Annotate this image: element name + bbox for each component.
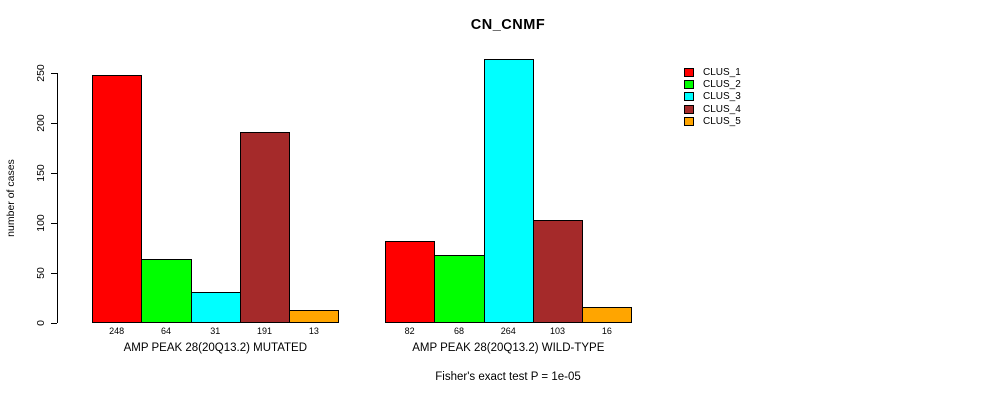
y-tick-mark: [51, 72, 57, 74]
y-tick-mark: [51, 272, 57, 274]
bar-value-label: 103: [550, 326, 566, 336]
y-tick-label: 200: [35, 114, 47, 132]
bar-value-label: 82: [404, 326, 415, 336]
legend-row-clus_1: CLUS_1: [684, 66, 741, 78]
legend-label: CLUS_2: [703, 79, 741, 91]
bar-clus_3: [190, 292, 241, 323]
bar-clus_2: [434, 255, 485, 323]
bar-clus_5: [582, 307, 633, 323]
bar-value-label: 16: [601, 326, 612, 336]
bar-value-label: 248: [109, 326, 125, 336]
bar-value-label: 264: [500, 326, 516, 336]
chart-title: CN_CNMF: [470, 17, 546, 33]
y-tick-label: 150: [35, 164, 47, 182]
bar-clus_2: [141, 259, 192, 323]
y-axis-line: [57, 73, 58, 323]
bar-value-label: 13: [308, 326, 319, 336]
legend-swatch: [684, 67, 694, 77]
legend-swatch: [684, 117, 694, 127]
legend-label: CLUS_3: [703, 91, 741, 103]
y-tick-mark: [51, 122, 57, 124]
bar-clus_4: [532, 220, 584, 323]
group-label: AMP PEAK 28(20Q13.2) MUTATED: [123, 342, 308, 354]
legend-label: CLUS_4: [703, 103, 741, 115]
bar-value-label: 191: [257, 326, 273, 336]
y-tick-mark: [51, 322, 57, 324]
legend-swatch: [684, 80, 694, 90]
legend-swatch: [684, 92, 694, 102]
bar-clus_1: [92, 75, 143, 323]
legend-label: CLUS_1: [703, 66, 741, 78]
bar-value-label: 68: [453, 326, 464, 336]
bar-clus_4: [239, 132, 291, 323]
bar-clus_1: [385, 241, 436, 323]
y-tick-mark: [51, 222, 57, 224]
legend-row-clus_2: CLUS_2: [684, 78, 741, 90]
bar-clus_3: [483, 59, 534, 323]
bar-value-label: 64: [160, 326, 171, 336]
footnote: Fisher's exact test P = 1e-05: [435, 371, 581, 383]
legend: CLUS_1 CLUS_2 CLUS_3 CLUS_4 CLUS_5: [684, 66, 741, 128]
y-tick-label: 0: [35, 320, 47, 326]
legend-swatch: [684, 104, 694, 114]
bar-clus_5: [289, 310, 340, 323]
y-tick-mark: [51, 172, 57, 174]
y-tick-label: 50: [35, 267, 47, 279]
legend-row-clus_5: CLUS_5: [684, 116, 741, 128]
legend-label: CLUS_5: [703, 116, 741, 128]
bar-value-label: 31: [210, 326, 221, 336]
y-tick-label: 250: [35, 64, 47, 82]
legend-row-clus_4: CLUS_4: [684, 103, 741, 115]
y-tick-label: 100: [35, 214, 47, 232]
y-axis-title: number of cases: [5, 159, 17, 237]
group-label: AMP PEAK 28(20Q13.2) WILD-TYPE: [412, 342, 605, 354]
legend-row-clus_3: CLUS_3: [684, 91, 741, 103]
